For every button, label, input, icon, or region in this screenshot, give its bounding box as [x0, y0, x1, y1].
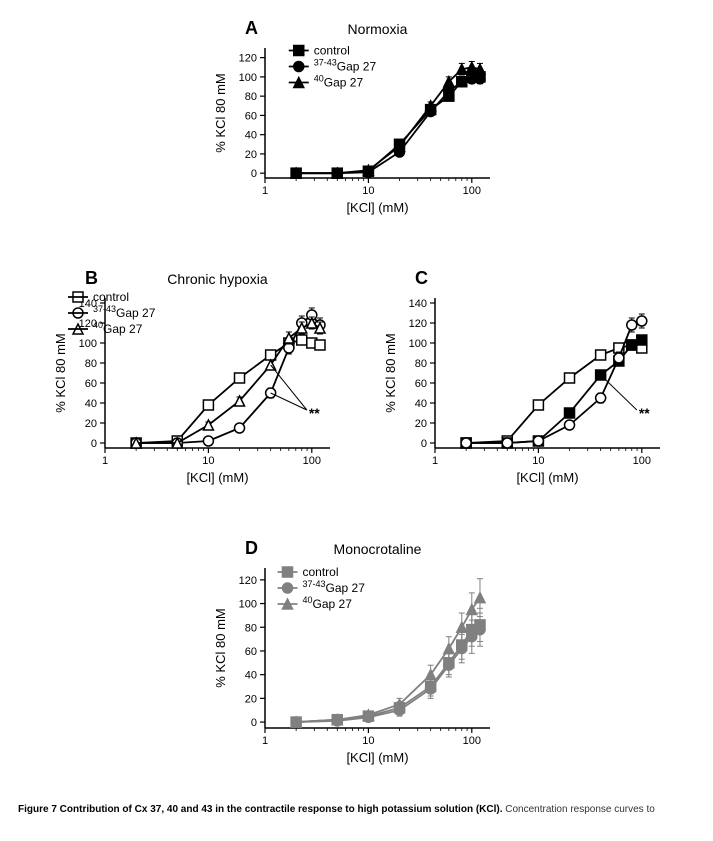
- svg-text:control: control: [303, 565, 339, 579]
- figure-caption: Figure 7 Contribution of Cx 37, 40 and 4…: [10, 804, 703, 815]
- svg-text:% KCl 80 mM: % KCl 80 mM: [53, 333, 68, 412]
- svg-text:% KCl 80 mM: % KCl 80 mM: [213, 73, 228, 152]
- svg-text:Monocrotaline: Monocrotaline: [334, 541, 422, 557]
- svg-text:10: 10: [532, 455, 544, 467]
- svg-text:60: 60: [415, 378, 427, 390]
- svg-text:120: 120: [239, 575, 257, 587]
- svg-text:20: 20: [415, 418, 427, 430]
- svg-text:100: 100: [303, 455, 321, 467]
- svg-text:60: 60: [85, 378, 97, 390]
- svg-text:control: control: [314, 44, 350, 58]
- svg-text:0: 0: [91, 438, 97, 450]
- svg-text:40: 40: [415, 398, 427, 410]
- svg-text:40Gap 27: 40Gap 27: [93, 320, 143, 336]
- svg-text:0: 0: [421, 438, 427, 450]
- svg-text:37-43Gap 27: 37-43Gap 27: [93, 304, 156, 320]
- svg-text:[KCl] (mM): [KCl] (mM): [346, 200, 408, 215]
- svg-text:120: 120: [239, 53, 257, 65]
- svg-text:1: 1: [102, 455, 108, 467]
- svg-text:37-43Gap 27: 37-43Gap 27: [303, 579, 366, 595]
- svg-text:20: 20: [245, 149, 257, 161]
- svg-text:Chronic hypoxia: Chronic hypoxia: [167, 271, 268, 287]
- svg-text:120: 120: [409, 318, 427, 330]
- svg-text:1: 1: [432, 455, 438, 467]
- svg-text:[KCl] (mM): [KCl] (mM): [346, 750, 408, 765]
- svg-text:100: 100: [79, 338, 97, 350]
- svg-text:80: 80: [245, 91, 257, 103]
- svg-text:control: control: [93, 290, 129, 304]
- svg-text:80: 80: [245, 622, 257, 634]
- svg-text:80: 80: [85, 358, 97, 370]
- svg-text:40Gap 27: 40Gap 27: [303, 595, 353, 611]
- svg-text:100: 100: [409, 338, 427, 350]
- svg-text:10: 10: [362, 185, 374, 197]
- svg-text:% KCl 80 mM: % KCl 80 mM: [213, 608, 228, 687]
- caption-rest: Concentration response curves to: [503, 804, 655, 815]
- svg-text:0: 0: [251, 168, 257, 180]
- figure-svg: 110100020406080100120[KCl] (mM)% KCl 80 …: [10, 10, 703, 800]
- svg-text:1: 1: [262, 735, 268, 747]
- svg-text:100: 100: [463, 185, 481, 197]
- svg-text:40: 40: [245, 670, 257, 682]
- svg-text:C: C: [415, 268, 428, 288]
- svg-text:40: 40: [245, 130, 257, 142]
- svg-text:40: 40: [85, 398, 97, 410]
- svg-text:A: A: [245, 18, 258, 38]
- panel-B: 110100020406080100120140[KCl] (mM)% KCl …: [53, 268, 330, 485]
- panel-A: 1 10 100 0 20 40 60 80 100 120 [KCl] (mM) % KCl 80 …: [213, 18, 490, 215]
- svg-text:60: 60: [245, 646, 257, 658]
- svg-text:80: 80: [415, 358, 427, 370]
- panel-D: 1 10 100 0 20 40 60 80 100 120 [KCl] (mM) % KCl 80 …: [213, 538, 490, 765]
- svg-text:100: 100: [239, 72, 257, 84]
- svg-text:20: 20: [85, 418, 97, 430]
- svg-text:% KCl 80 mM: % KCl 80 mM: [383, 333, 398, 412]
- svg-text:10: 10: [202, 455, 214, 467]
- svg-text:10: 10: [362, 735, 374, 747]
- svg-text:**: **: [639, 405, 650, 421]
- panel-C: 1 10 100 0 20 40 60 80 100 120 140 [KCl] (mM) % KCl …: [383, 268, 660, 485]
- svg-text:0: 0: [251, 717, 257, 729]
- svg-text:D: D: [245, 538, 258, 558]
- svg-text:[KCl] (mM): [KCl] (mM): [186, 470, 248, 485]
- svg-text:60: 60: [245, 110, 257, 122]
- svg-text:140: 140: [409, 298, 427, 310]
- svg-text:100: 100: [633, 455, 651, 467]
- svg-text:**: **: [309, 405, 320, 421]
- svg-text:100: 100: [239, 599, 257, 611]
- svg-text:37-43Gap 27: 37-43Gap 27: [314, 58, 377, 74]
- figure-7: 110100020406080100120[KCl] (mM)% KCl 80 …: [10, 10, 703, 820]
- caption-bold: Figure 7 Contribution of Cx 37, 40 and 4…: [18, 804, 503, 815]
- svg-text:20: 20: [245, 693, 257, 705]
- svg-text:B: B: [85, 268, 98, 288]
- svg-text:1: 1: [262, 185, 268, 197]
- svg-text:Normoxia: Normoxia: [348, 21, 408, 37]
- svg-text:40Gap 27: 40Gap 27: [314, 74, 364, 90]
- svg-text:[KCl] (mM): [KCl] (mM): [516, 470, 578, 485]
- svg-text:100: 100: [463, 735, 481, 747]
